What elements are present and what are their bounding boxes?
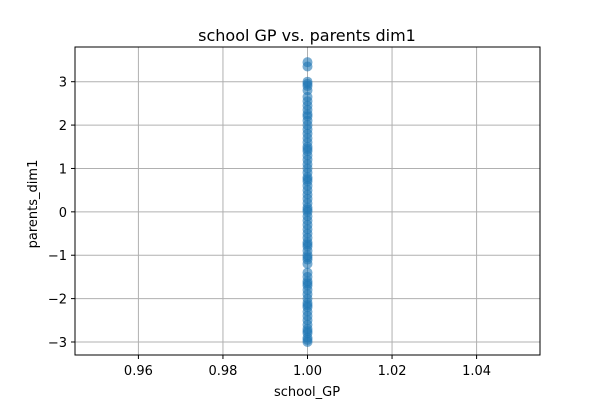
y-tick-label: −2 bbox=[48, 293, 67, 308]
y-tick-label: −3 bbox=[48, 336, 67, 351]
x-tick-label: 1.02 bbox=[378, 364, 407, 379]
data-point bbox=[302, 334, 313, 345]
data-point bbox=[302, 204, 313, 215]
data-point bbox=[302, 239, 313, 250]
x-tick-label: 0.96 bbox=[124, 364, 153, 379]
x-tick-label: 0.98 bbox=[208, 364, 237, 379]
data-point bbox=[302, 258, 313, 269]
data-points bbox=[302, 57, 313, 347]
chart-title: school GP vs. parents dim1 bbox=[198, 26, 416, 45]
x-axis-label: school_GP bbox=[274, 385, 340, 400]
y-tick-label: 1 bbox=[59, 162, 67, 177]
data-point bbox=[302, 109, 313, 120]
data-point bbox=[302, 326, 313, 337]
y-tick-label: 3 bbox=[59, 76, 67, 91]
x-axis-ticks: 0.96 0.98 1.00 1.02 1.04 bbox=[124, 355, 491, 379]
y-axis-label: parents_dim1 bbox=[26, 160, 41, 249]
y-tick-label: −1 bbox=[48, 249, 67, 264]
data-point bbox=[302, 300, 313, 311]
x-tick-label: 1.00 bbox=[293, 364, 322, 379]
data-point bbox=[302, 278, 313, 289]
data-point bbox=[302, 143, 313, 154]
y-tick-label: 2 bbox=[59, 119, 67, 134]
data-point bbox=[302, 61, 313, 72]
data-point bbox=[302, 174, 313, 185]
y-axis-ticks: −3 −2 −1 0 1 2 3 bbox=[48, 76, 75, 351]
y-tick-label: 0 bbox=[59, 206, 67, 221]
data-point bbox=[302, 81, 313, 92]
x-tick-label: 1.04 bbox=[462, 364, 491, 379]
